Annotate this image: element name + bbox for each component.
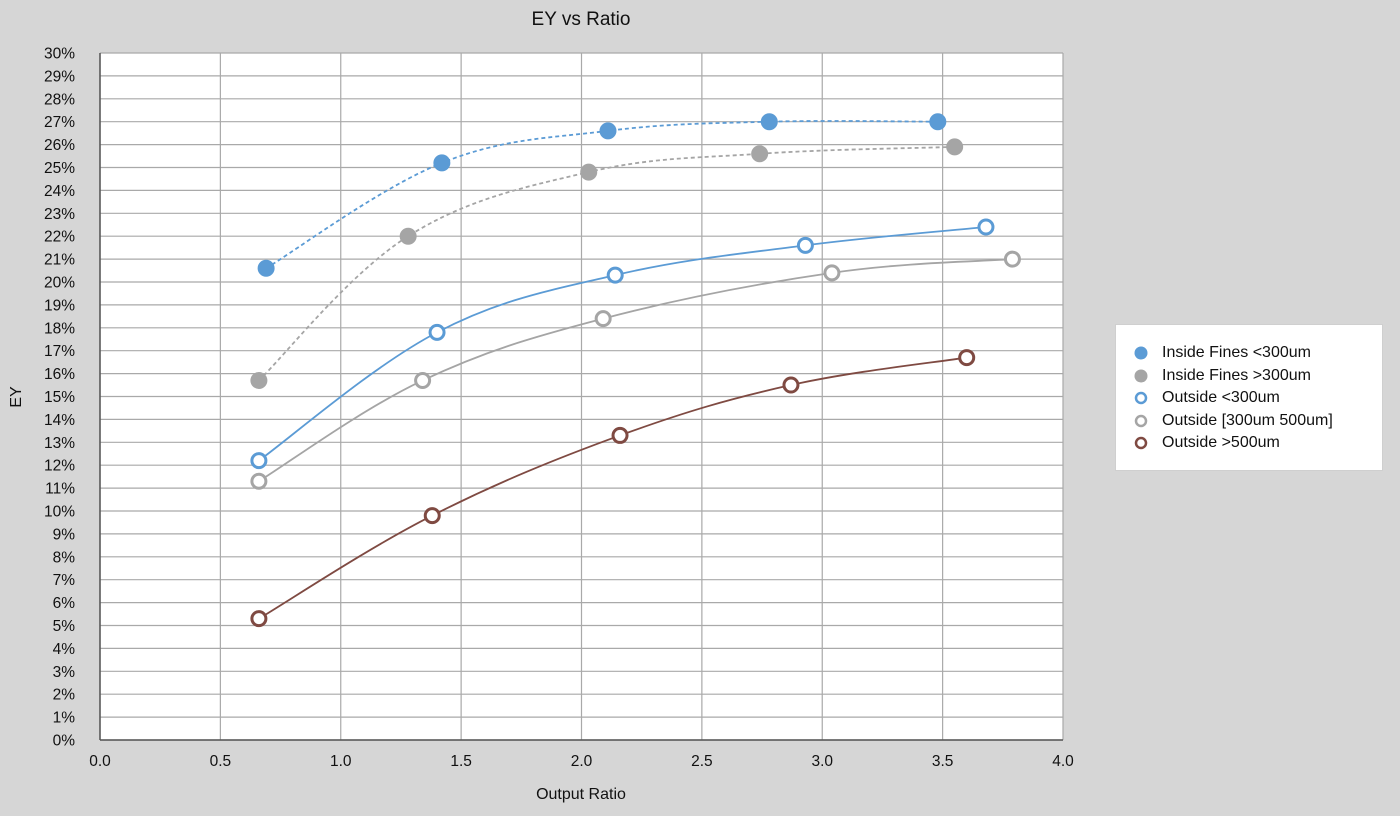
data-point	[958, 349, 976, 367]
y-tick-label: 12%	[44, 458, 75, 475]
data-point	[782, 376, 800, 394]
legend-marker	[1134, 414, 1148, 427]
data-point	[399, 227, 417, 245]
y-tick-label: 18%	[44, 320, 75, 337]
legend-item: Outside [300um 500um]	[1134, 410, 1382, 433]
data-point	[599, 122, 617, 140]
legend-marker-icon	[1134, 392, 1148, 405]
data-point	[433, 154, 451, 172]
y-tick-label: 24%	[44, 183, 75, 200]
y-tick-label: 14%	[44, 412, 75, 429]
y-tick-label: 4%	[53, 641, 76, 658]
legend-item: Outside >500um	[1134, 432, 1382, 455]
y-tick-label: 19%	[44, 297, 75, 314]
y-tick-label: 8%	[53, 549, 76, 566]
legend-marker-icon	[1134, 414, 1148, 427]
chart-title: EY vs Ratio	[532, 9, 631, 30]
legend-label: Outside <300um	[1162, 389, 1280, 407]
y-tick-label: 25%	[44, 160, 75, 177]
legend-marker	[1134, 392, 1148, 405]
data-point	[977, 218, 995, 236]
y-tick-label: 1%	[53, 710, 76, 727]
legend-marker-icon	[1134, 369, 1148, 383]
x-tick-label: 1.5	[450, 753, 472, 770]
y-tick-label: 9%	[53, 526, 76, 543]
legend-label: Outside [300um 500um]	[1162, 411, 1333, 429]
data-point	[946, 138, 964, 156]
data-point	[423, 507, 441, 525]
y-tick-label: 16%	[44, 366, 75, 383]
data-point	[760, 113, 778, 131]
legend-item: Inside Fines <300um	[1134, 342, 1382, 365]
data-point	[250, 452, 268, 470]
y-tick-label: 21%	[44, 252, 75, 269]
y-tick-label: 28%	[44, 91, 75, 108]
y-tick-label: 13%	[44, 435, 75, 452]
y-tick-label: 30%	[44, 46, 75, 63]
x-tick-label: 3.5	[932, 753, 954, 770]
y-tick-label: 2%	[53, 687, 76, 704]
x-tick-label: 3.0	[811, 753, 833, 770]
data-point	[414, 371, 432, 389]
y-tick-label: 29%	[44, 68, 75, 85]
y-tick-label: 27%	[44, 114, 75, 131]
y-tick-label: 23%	[44, 206, 75, 223]
legend-label: Outside >500um	[1162, 434, 1280, 452]
y-tick-label: 7%	[53, 572, 76, 589]
data-point	[606, 266, 624, 284]
y-tick-label: 11%	[45, 481, 75, 498]
data-point	[428, 323, 446, 341]
legend: Inside Fines <300um Inside Fines >300um Ou…	[1115, 324, 1383, 471]
y-tick-label: 20%	[44, 275, 75, 292]
data-point	[751, 145, 769, 163]
y-tick-label: 10%	[44, 504, 75, 521]
x-axis-label: Output Ratio	[536, 786, 626, 803]
legend-marker	[1134, 437, 1148, 450]
legend-marker-icon	[1134, 346, 1148, 360]
data-point	[250, 610, 268, 628]
x-tick-label: 0.5	[210, 753, 232, 770]
y-tick-label: 26%	[44, 137, 75, 154]
y-tick-label: 3%	[53, 664, 76, 681]
legend-marker	[1134, 346, 1148, 360]
y-tick-label: 6%	[53, 595, 76, 612]
x-tick-label: 0.0	[89, 753, 111, 770]
x-tick-label: 1.0	[330, 753, 352, 770]
data-point	[1003, 250, 1021, 268]
legend-label: Inside Fines <300um	[1162, 344, 1311, 362]
y-axis-label: EY	[8, 386, 25, 408]
y-tick-label: 5%	[53, 618, 76, 635]
data-point	[611, 426, 629, 444]
y-tick-label: 22%	[44, 229, 75, 246]
y-tick-label: 17%	[44, 343, 75, 360]
data-point	[823, 264, 841, 282]
y-tick-label: 0%	[53, 733, 76, 750]
data-point	[250, 371, 268, 389]
legend-item: Inside Fines >300um	[1134, 365, 1382, 388]
data-point	[580, 163, 598, 181]
data-point	[796, 236, 814, 254]
data-point	[250, 472, 268, 490]
legend-marker	[1134, 369, 1148, 383]
legend-item: Outside <300um	[1134, 387, 1382, 410]
legend-label: Inside Fines >300um	[1162, 366, 1311, 384]
x-tick-label: 2.0	[571, 753, 593, 770]
x-tick-label: 2.5	[691, 753, 713, 770]
data-point	[929, 113, 947, 131]
x-tick-label: 4.0	[1052, 753, 1074, 770]
data-point	[257, 259, 275, 277]
data-point	[594, 310, 612, 328]
legend-marker-icon	[1134, 437, 1148, 450]
y-tick-label: 15%	[44, 389, 75, 406]
